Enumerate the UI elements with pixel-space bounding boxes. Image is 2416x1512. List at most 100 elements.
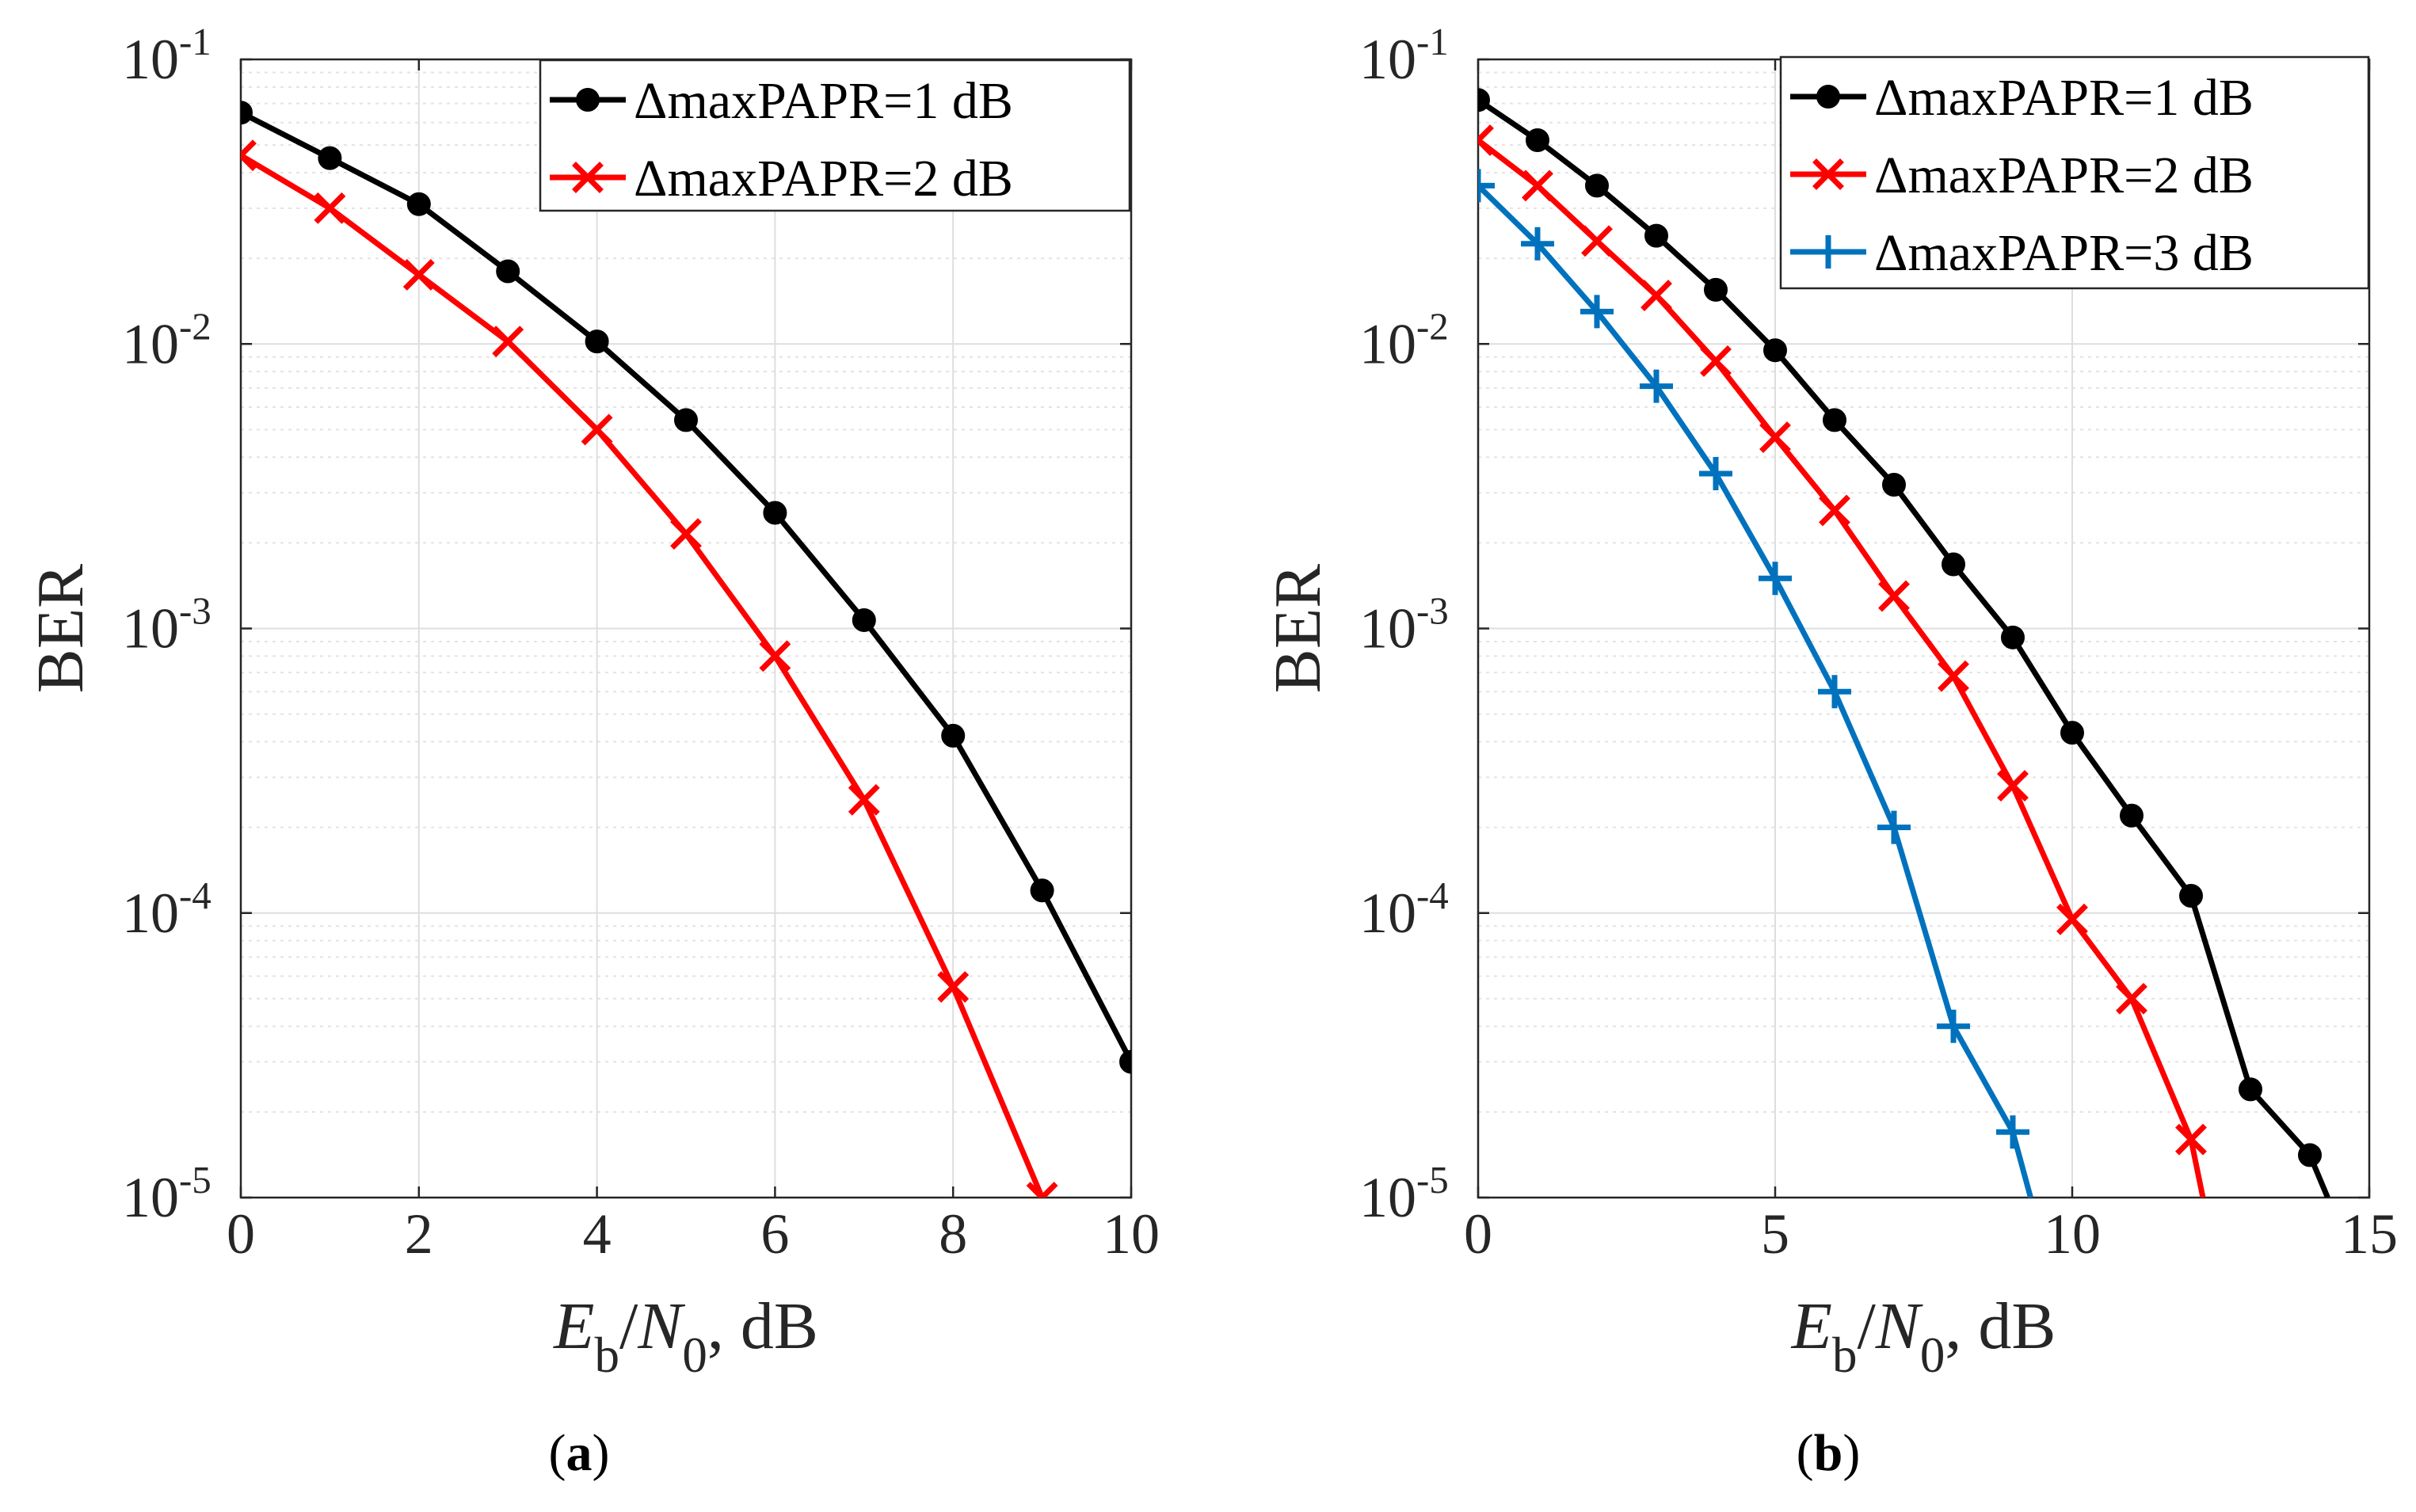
marker-plus: [1877, 810, 1911, 844]
y-tick-base: 10: [1359, 312, 1416, 375]
legend: ΔmaxPAPR=1 dB ΔmaxPAPR=2 dB: [539, 59, 1131, 212]
marker-x: [1581, 225, 1613, 257]
marker-x: [937, 971, 970, 1003]
marker-dot: [2179, 883, 2203, 908]
legend-label: ΔmaxPAPR=1 dB: [1874, 69, 2254, 127]
x-axis-label: Eb/N0, dB: [1791, 1289, 2056, 1383]
y-tick-base: 10: [1359, 28, 1416, 91]
y-tick-base: 10: [122, 28, 179, 91]
y-tick-exponent: -3: [179, 589, 211, 633]
marker-dot: [1704, 277, 1728, 302]
marker-dot: [406, 192, 431, 216]
marker-dot: [2298, 1143, 2322, 1167]
x-axis-label: Eb/N0, dB: [553, 1289, 818, 1383]
series-3: [1478, 169, 2033, 1198]
marker-plus: [1580, 295, 1614, 329]
y-tick-base: 10: [122, 882, 179, 945]
legend-label: ΔmaxPAPR=1 dB: [634, 72, 1013, 130]
marker-plus: [1640, 369, 1673, 403]
marker-dot: [1763, 338, 1787, 363]
y-tick-label: 10-1: [122, 20, 211, 91]
marker-plus: [1937, 1009, 1970, 1043]
series-line: [1478, 97, 2330, 1198]
series-1: [1478, 88, 2330, 1198]
x-tick-label: 2: [405, 1202, 433, 1266]
marker-dot: [576, 88, 600, 112]
marker-x: [1759, 421, 1791, 453]
y-tick-exponent: -4: [179, 874, 211, 917]
marker-x: [1522, 169, 1553, 202]
series-2: [1478, 124, 2207, 1198]
marker-x: [2175, 1123, 2207, 1156]
marker-dot: [1030, 878, 1054, 903]
marker-dot: [852, 607, 876, 632]
y-tick-base: 10: [1359, 882, 1416, 945]
panel-caption: (a): [549, 1424, 610, 1482]
legend-label: ΔmaxPAPR=2 dB: [1874, 147, 2254, 204]
y-tick-exponent: -3: [1416, 589, 1449, 633]
marker-dot: [1823, 408, 1846, 432]
series-1: [241, 101, 1131, 1074]
legend: ΔmaxPAPR=1 dB ΔmaxPAPR=2 dB ΔmaxPAPR=3 dB: [1779, 55, 2370, 290]
marker-dot: [941, 723, 966, 748]
marker-dot: [241, 101, 253, 125]
marker-x: [492, 326, 524, 358]
y-tick-exponent: -1: [1416, 20, 1449, 63]
x-tick-label: 10: [1103, 1202, 1160, 1266]
marker-x: [1938, 660, 1969, 692]
marker-x: [759, 640, 791, 672]
marker-x: [848, 783, 880, 816]
y-tick-exponent: -1: [179, 20, 211, 63]
marker-dot: [496, 259, 520, 284]
y-tick-exponent: -2: [179, 304, 211, 348]
legend-box: [539, 59, 1131, 212]
marker-dot: [2060, 721, 2084, 745]
marker-x: [1812, 158, 1844, 190]
marker-dot: [1644, 223, 1668, 248]
marker-plus: [1996, 1115, 2029, 1149]
marker-x: [670, 518, 702, 550]
marker-dot: [1585, 173, 1609, 198]
marker-x: [1819, 494, 1850, 527]
marker-x: [1700, 345, 1732, 377]
marker-plus: [1812, 235, 1845, 269]
marker-dot: [1882, 473, 1906, 497]
marker-dot: [585, 329, 609, 354]
x-tick-label: 5: [1761, 1202, 1789, 1266]
series-line: [241, 153, 1045, 1198]
y-tick-label: 10-5: [122, 1158, 211, 1229]
marker-x: [1997, 770, 2029, 802]
marker-x: [314, 192, 346, 224]
y-tick-label: 10-2: [122, 304, 211, 375]
marker-x: [1478, 124, 1494, 156]
y-tick-label: 10-3: [122, 589, 211, 661]
x-tick-label: 0: [227, 1202, 255, 1266]
marker-dot: [1526, 128, 1549, 153]
y-tick-label: 10-2: [1359, 304, 1449, 375]
marker-x: [1641, 280, 1672, 312]
y-tick-label: 10-4: [1359, 874, 1449, 945]
marker-dot: [2239, 1077, 2262, 1102]
y-tick-exponent: -4: [1416, 874, 1449, 917]
marker-dot: [2001, 625, 2025, 649]
marker-dot: [674, 408, 698, 432]
legend-box: [1779, 55, 2370, 290]
marker-plus: [1478, 169, 1495, 203]
y-tick-label: 10-1: [1359, 20, 1449, 91]
marker-x: [2056, 903, 2088, 935]
y-tick-base: 10: [1359, 597, 1416, 661]
marker-dot: [1478, 88, 1490, 112]
y-tick-label: 10-5: [1359, 1158, 1449, 1229]
marker-x: [581, 413, 613, 446]
y-tick-base: 10: [122, 597, 179, 661]
x-tick-label: 15: [2341, 1202, 2398, 1266]
marker-dot: [1816, 85, 1840, 109]
panel-caption: (b): [1797, 1424, 1861, 1482]
marker-x: [2116, 982, 2147, 1015]
series-2: [241, 139, 1058, 1198]
marker-dot: [763, 501, 787, 525]
x-tick-label: 10: [2044, 1202, 2101, 1266]
